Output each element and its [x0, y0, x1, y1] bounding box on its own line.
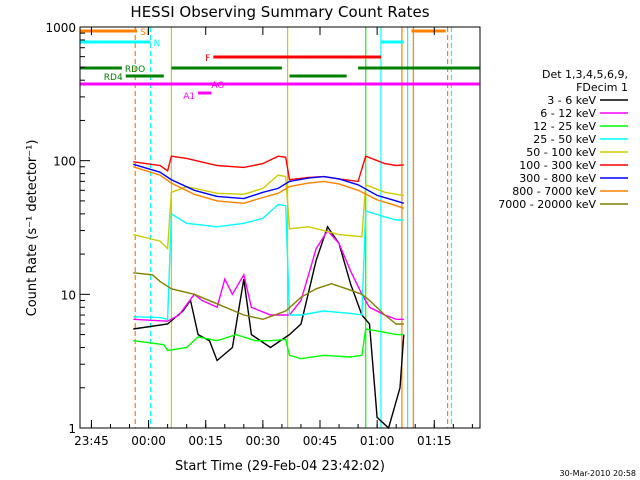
x-tick-label-00-00: 00:00 [131, 434, 166, 448]
series-line-800-7000-kev [133, 166, 405, 209]
series-line-300-800-kev [133, 163, 405, 204]
flag-label-f: F [205, 54, 210, 64]
legend-header-line: FDecim 1 [576, 81, 628, 94]
series-line-25-50-kev [133, 203, 404, 321]
series-line-3-6-kev [133, 225, 405, 430]
flag-label-rdo: RDO [125, 65, 145, 75]
series-lines [133, 155, 405, 430]
x-tick-label-01-15: 01:15 [417, 434, 452, 448]
flag-label-n: N [153, 39, 160, 49]
legend-label-7000-20000-kev: 7000 - 20000 keV [498, 198, 596, 211]
y-tick-label-100: 100 [53, 155, 76, 169]
vertical-markers [134, 27, 453, 428]
flag-label-a1: A1 [183, 92, 195, 102]
footer-timestamp: 30-Mar-2010 20:58 [560, 469, 637, 478]
series-line-100-300-kev [133, 155, 404, 183]
x-tick-label-00-45: 00:45 [303, 434, 338, 448]
legend-label-100-300-kev: 100 - 300 keV [519, 159, 596, 172]
y-tick-label-1: 1 [68, 422, 76, 436]
legend-label-12-25-kev: 12 - 25 keV [533, 120, 596, 133]
flag-label-ao: AO [211, 81, 224, 91]
flag-label-si: SI [140, 28, 148, 38]
x-axis-label: Start Time (29-Feb-04 23:42:02) [175, 459, 385, 474]
flag-label-rd4: RD4 [104, 73, 123, 83]
legend-label-25-50-kev: 25 - 50 keV [533, 133, 596, 146]
legend-header-line: Det 1,3,4,5,6,9, [542, 68, 628, 81]
legend-label-800-7000-kev: 800 - 7000 keV [512, 185, 596, 198]
axis-ticks: 23:45 00:00 00:15 00:30 00:45 01:00 01:15 1 10 10… [45, 21, 473, 448]
x-tick-label-23-45: 23:45 [74, 434, 109, 448]
series-line-50-100-kev [133, 174, 404, 251]
y-axis-label: Count Rate (s⁻¹ detector⁻¹) [25, 140, 40, 317]
series-line-6-12-kev [133, 229, 404, 322]
x-tick-label-01-00: 01:00 [360, 434, 395, 448]
y-tick-label-10: 10 [61, 288, 76, 302]
y-tick-label-1000: 1000 [45, 21, 76, 35]
legend-label-3-6-kev: 3 - 6 keV [547, 94, 596, 107]
x-tick-label-00-15: 00:15 [188, 434, 223, 448]
series-line-7000-20000-kev [133, 272, 404, 325]
legend-label-6-12-kev: 6 - 12 keV [540, 107, 596, 120]
plot-frame [79, 26, 481, 429]
legend-label-50-100-kev: 50 - 100 keV [526, 146, 596, 159]
chart-title: HESSI Observing Summary Count Rates [130, 3, 429, 21]
x-tick-label-00-30: 00:30 [246, 434, 281, 448]
series-line-12-25-kev [133, 328, 404, 360]
legend-label-300-800-kev: 300 - 800 keV [519, 172, 596, 185]
